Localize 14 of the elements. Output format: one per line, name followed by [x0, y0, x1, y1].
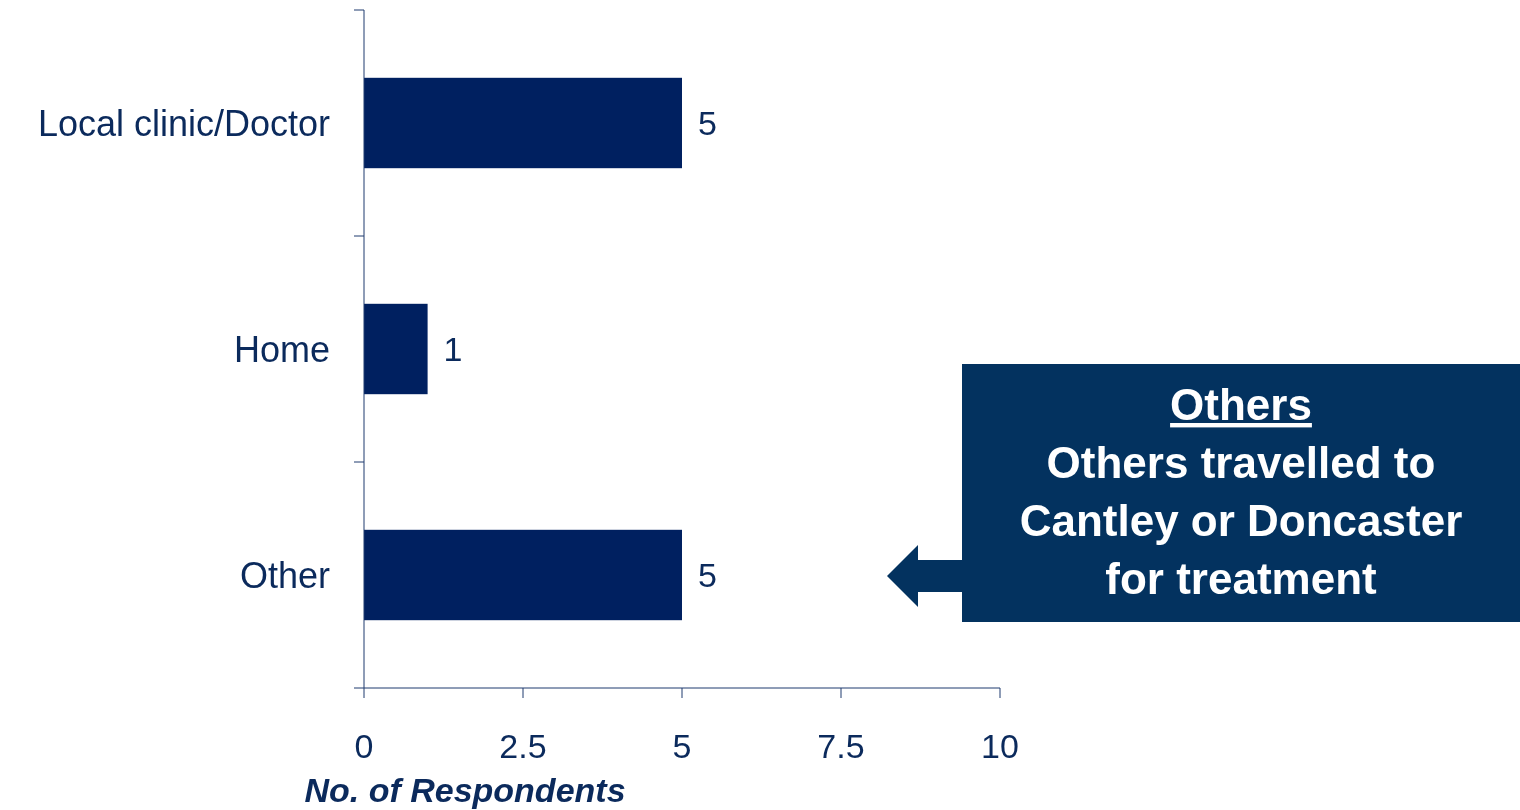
y-tick-label: Other — [239, 554, 330, 596]
x-tick-label: 10 — [981, 727, 1019, 765]
data-label: 5 — [698, 555, 717, 594]
data-label: 1 — [443, 329, 463, 368]
x-tick-label: 2.5 — [499, 727, 547, 765]
x-tick-label: 5 — [672, 727, 692, 765]
x-tick-label: 0 — [354, 727, 374, 765]
text: Others — [1170, 380, 1312, 429]
y-tick-label: Home — [233, 328, 330, 370]
x-axis-title: No. of Respondents — [304, 771, 626, 809]
text: Others travelled to Cantley or Doncaster for treatment — [1019, 438, 1463, 603]
y-tick-label: Local clinic/Doctor — [37, 102, 330, 144]
x-tick-label: 7.5 — [817, 727, 865, 765]
data-label: 5 — [698, 103, 717, 142]
